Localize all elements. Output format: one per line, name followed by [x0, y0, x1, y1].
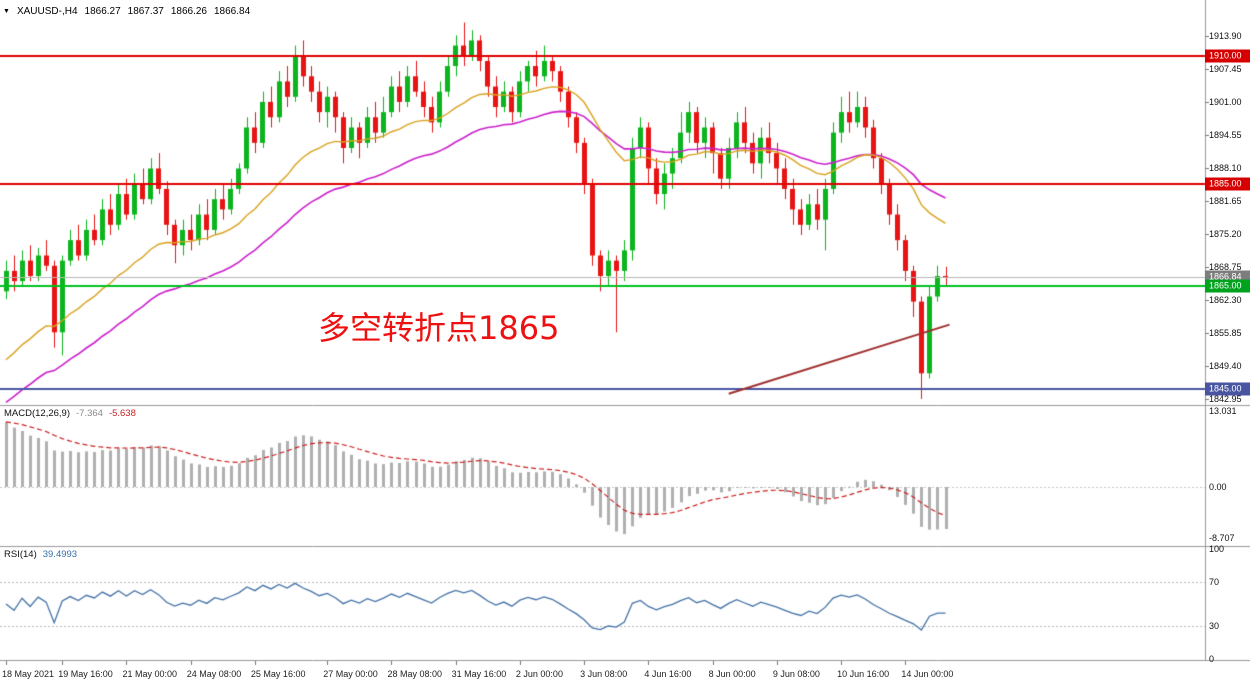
time-axis-label: 9 Jun 08:00 [772, 669, 820, 679]
macd-name: MACD(12,26,9) [4, 408, 70, 419]
time-axis-label: 24 May 08:00 [186, 669, 242, 679]
time-axis-label: 28 May 08:00 [387, 669, 442, 679]
macd-value: -7.364 [76, 408, 103, 419]
ohlc-low: 1866.26 [170, 6, 207, 17]
time-axis-label: 3 Jun 08:00 [580, 669, 628, 679]
chart-ohlc-header: ▼ XAUUSD-,H4 1866.27 1867.37 1866.26 186… [3, 6, 250, 17]
price-badge-1910.00: 1910.00 [1205, 49, 1250, 63]
time-axis[interactable]: 18 May 2021 19 May 16:00 21 May 00:00 24 Ma… [0, 661, 1250, 688]
macd-tick-13.031: 13.031 [1209, 405, 1237, 416]
macd-indicator-label: MACD(12,26,9) -7.364 -5.638 [4, 408, 136, 419]
macd-tick--8.707: -8.707 [1209, 532, 1235, 543]
symbol-dropdown-icon[interactable]: ▼ [3, 8, 10, 15]
ohlc-close: 1866.84 [213, 6, 251, 17]
price-tick-1868.75: 1868.75 [1209, 262, 1242, 273]
price-tick-1888.10: 1888.10 [1209, 162, 1242, 173]
price-tick-1913.90: 1913.90 [1209, 30, 1242, 41]
time-axis-label: 31 May 16:00 [451, 669, 507, 679]
rsi-indicator-label: RSI(14) 39.4993 [4, 549, 77, 560]
time-axis-label: 19 May 16:00 [58, 669, 113, 679]
price-tick-1901.00: 1901.00 [1209, 96, 1242, 107]
macd-signal-value: -5.638 [108, 408, 136, 419]
rsi-value: 39.4993 [42, 549, 78, 560]
price-tick-1881.65: 1881.65 [1209, 195, 1242, 206]
price-tick-1875.20: 1875.20 [1209, 229, 1242, 239]
rsi-name: RSI(14) [4, 549, 37, 560]
ohlc-high: 1867.37 [127, 6, 164, 17]
rsi-tick-30: 30 [1209, 621, 1220, 631]
rsi-tick-100: 100 [1209, 544, 1225, 554]
rsi-tick-0: 0 [1209, 654, 1215, 664]
time-axis-label: 21 May 00:00 [122, 669, 177, 679]
price-badge-1865.00: 1865.00 [1205, 279, 1250, 293]
price-tick-1855.85: 1855.85 [1209, 328, 1242, 339]
price-tick-1907.45: 1907.45 [1209, 63, 1242, 74]
price-badge-1845.00: 1845.00 [1205, 382, 1250, 396]
chart-text-annotation[interactable]: 多空转折点1865 [318, 309, 560, 347]
price-tick-1862.30: 1862.30 [1209, 295, 1242, 306]
price-axis[interactable]: 1913.90 1907.45 1901.00 1894.55 1888.10 1881.… [1205, 0, 1250, 664]
rsi-tick-70: 70 [1209, 577, 1220, 587]
time-axis-label: 10 Jun 16:00 [837, 669, 890, 679]
macd-tick-0.00: 0.00 [1209, 482, 1227, 492]
price-tick-1894.55: 1894.55 [1209, 129, 1242, 140]
price-badge-1885.00: 1885.00 [1205, 177, 1250, 191]
price-tick-1849.40: 1849.40 [1209, 361, 1242, 372]
price-tick-1842.95: 1842.95 [1209, 394, 1242, 405]
ohlc-open: 1866.27 [84, 6, 121, 17]
time-axis-label: 2 Jun 00:00 [515, 669, 563, 679]
time-axis-label: 4 Jun 16:00 [644, 669, 692, 679]
time-axis-label: 25 May 16:00 [250, 669, 306, 679]
time-axis-label: 18 May 2021 [2, 669, 55, 679]
time-axis-label: 27 May 00:00 [323, 669, 378, 679]
symbol-timeframe: XAUUSD-,H4 [16, 6, 78, 17]
time-axis-label: 8 Jun 00:00 [708, 669, 756, 679]
time-axis-label: 14 Jun 00:00 [901, 669, 954, 679]
